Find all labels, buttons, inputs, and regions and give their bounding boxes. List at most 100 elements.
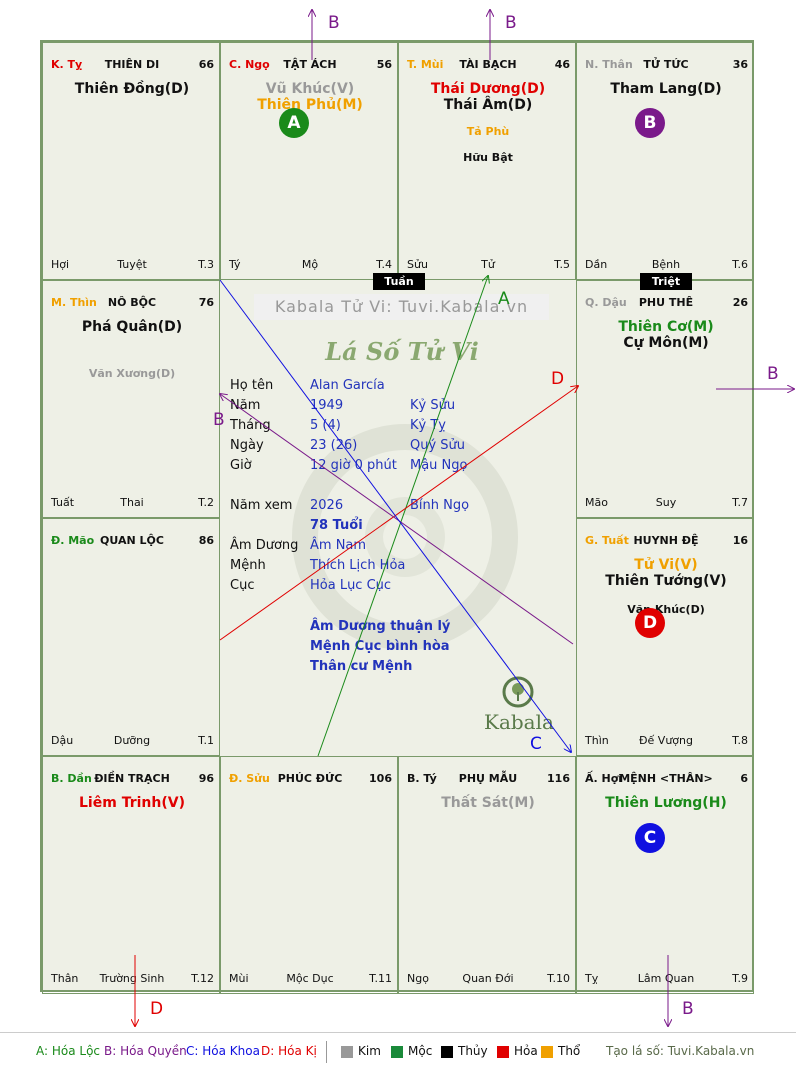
palace-bottom-right: T.8 xyxy=(732,734,748,747)
palace-age: 26 xyxy=(732,296,748,309)
info-label: Năm xyxy=(230,398,261,413)
palace-cell-mui: T. Mùi TÀI BẠCH 46 Thái Dương(D) Thái Âm(D) T… xyxy=(398,42,576,280)
legend-hoa-ki: D: Hóa Kị xyxy=(261,1044,317,1058)
info-value: 5 (4) xyxy=(310,418,341,433)
element-swatch xyxy=(541,1046,553,1058)
info-label: Mệnh xyxy=(230,558,266,573)
palace-bottom-right: T.11 xyxy=(369,972,392,985)
palace-age: 6 xyxy=(740,772,748,785)
palace-bottom-center: Mộc Dục xyxy=(286,972,334,985)
palace-age: 76 xyxy=(198,296,214,309)
info-row: Cục Hỏa Lục Cục xyxy=(230,578,550,596)
palace-bottom-center: Tử xyxy=(481,258,495,271)
palace-name: TÀI BẠCH xyxy=(459,58,517,71)
minor-star: Hữu Bật xyxy=(463,151,513,164)
info-value: Hỏa Lục Cục xyxy=(310,578,392,593)
palace-bottom-left: Dần xyxy=(585,258,608,271)
arrow-label: B xyxy=(767,364,779,384)
credit-text: Tạo lá số: Tuvi.Kabala.vn xyxy=(606,1044,755,1058)
tuan-tag: Tuần xyxy=(373,273,425,290)
element-label: Kim xyxy=(358,1044,381,1058)
info-value: 2026 xyxy=(310,498,344,513)
main-star: Thiên Tướng(V) xyxy=(605,573,727,589)
info-value: 1949 xyxy=(310,398,344,413)
palace-name: PHÚC ĐỨC xyxy=(277,772,343,785)
palace-age: 56 xyxy=(376,58,392,71)
info-value-secondary: Mậu Ngọ xyxy=(410,458,468,473)
palace-age: 116 xyxy=(547,772,570,785)
palace-age: 16 xyxy=(732,534,748,547)
main-star: Liêm Trinh(V) xyxy=(79,795,185,811)
palace-bottom-right: T.4 xyxy=(376,258,392,271)
element-swatch xyxy=(441,1046,453,1058)
palace-bottom-right: T.9 xyxy=(732,972,748,985)
palace-cell-ngo: C. Ngọ TẬT ÁCH 56 Vũ Khúc(V) Thiên Phủ(M) Tý M… xyxy=(220,42,398,280)
chart-title: Lá Số Tử Vi xyxy=(325,337,479,366)
palace-branch-label: B. Dần xyxy=(51,772,92,785)
main-star: Thái Dương(D) xyxy=(430,81,546,97)
main-star: Vũ Khúc(V) xyxy=(265,81,355,97)
element-swatch xyxy=(497,1046,509,1058)
info-label: Cục xyxy=(230,578,255,593)
main-star: Tử Vi(V) xyxy=(634,557,698,573)
main-star: Phá Quân(D) xyxy=(81,319,183,335)
main-star: Thiên Đồng(D) xyxy=(74,81,190,97)
palace-name: THIÊN DI xyxy=(104,58,160,71)
palace-cell-dau: Q. Dậu PHU THÊ 26 Thiên Cơ(M) Cự Môn(M) Mão Su… xyxy=(576,280,754,518)
legend-divider xyxy=(326,1041,327,1063)
main-star: Thái Âm(D) xyxy=(443,97,533,113)
minor-star: Tả Phù xyxy=(466,125,510,138)
info-value-secondary: Quý Sửu xyxy=(410,438,466,453)
info-row: 78 Tuổi xyxy=(230,518,550,536)
info-label: Ngày xyxy=(230,438,264,453)
palace-age: 36 xyxy=(732,58,748,71)
palace-bottom-left: Tý xyxy=(229,258,241,271)
arrow-label: B xyxy=(328,13,340,33)
palace-bottom-right: T.6 xyxy=(732,258,748,271)
palace-name: QUAN LỘC xyxy=(100,534,164,547)
info-row: Âm Dương Âm Nam xyxy=(230,538,550,556)
element-label: Hỏa xyxy=(514,1044,538,1058)
legend-hoa-quyen: B: Hóa Quyền xyxy=(104,1044,187,1058)
palace-branch-label: N. Thân xyxy=(585,58,633,71)
triet-tag: Triệt xyxy=(640,273,692,290)
info-value-secondary: Bính Ngọ xyxy=(410,498,470,513)
main-star: Thiên Lương(H) xyxy=(605,795,727,811)
legend-bar: A: Hóa Lộc B: Hóa Quyền C: Hóa Khoa D: H… xyxy=(0,1032,796,1071)
palace-bottom-left: Ngọ xyxy=(407,972,429,985)
palace-bottom-left: Mùi xyxy=(229,972,249,985)
palace-bottom-left: Mão xyxy=(585,496,608,509)
main-star: Thiên Phủ(M) xyxy=(257,97,363,113)
palace-age: 86 xyxy=(198,534,214,547)
minor-star: Văn Xương(D) xyxy=(88,367,176,380)
palace-name: TẬT ÁCH xyxy=(283,58,337,71)
palace-cell-dan: B. Dần ĐIỀN TRẠCH 96 Liêm Trinh(V) Thân Trườn… xyxy=(42,756,220,994)
palace-name: TỬ TỨC xyxy=(643,58,689,71)
palace-branch-label: B. Tý xyxy=(407,772,437,785)
main-star: Thiên Cơ(M) xyxy=(618,319,714,335)
palace-branch-label: Ấ. Hợi xyxy=(585,772,623,785)
info-row: Năm xem 2026 Bính Ngọ xyxy=(230,498,550,516)
palace-bottom-right: T.7 xyxy=(732,496,748,509)
palace-branch-label: Q. Dậu xyxy=(585,296,627,309)
minor-star: Văn Khúc(D) xyxy=(627,603,705,616)
palace-bottom-left: Sửu xyxy=(407,258,428,271)
info-label: Năm xem xyxy=(230,498,293,513)
palace-branch-label: K. Tỵ xyxy=(51,58,83,71)
palace-bottom-left: Dậu xyxy=(51,734,74,747)
summary-note: Âm Dương thuận lý xyxy=(310,619,451,634)
transformation-marker-a: A xyxy=(279,108,309,138)
palace-bottom-left: Tỵ xyxy=(585,972,599,985)
info-value: Thích Lịch Hỏa xyxy=(310,558,406,573)
palace-bottom-center: Tuyệt xyxy=(117,258,147,271)
palace-branch-label: C. Ngọ xyxy=(229,58,270,71)
palace-name: HUYNH ĐỆ xyxy=(633,534,699,547)
palace-name: ĐIỀN TRẠCH xyxy=(94,772,170,785)
palace-bottom-right: T.1 xyxy=(198,734,214,747)
palace-bottom-center: Trường Sinh xyxy=(99,972,165,985)
info-row: Tháng 5 (4) Kỷ Tỵ xyxy=(230,418,550,436)
palace-bottom-left: Thìn xyxy=(585,734,609,747)
info-row: Giờ 12 giờ 0 phút Mậu Ngọ xyxy=(230,458,550,476)
info-value: 12 giờ 0 phút xyxy=(310,458,397,473)
info-value: 23 (26) xyxy=(310,438,358,453)
